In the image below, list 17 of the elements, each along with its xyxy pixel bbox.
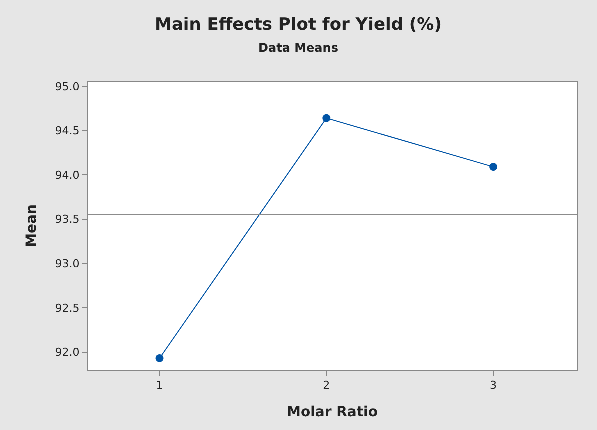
point bbox=[156, 354, 164, 362]
chart-subtitle: Data Means bbox=[258, 41, 338, 56]
y-tick-label: 93.5 bbox=[55, 213, 80, 226]
point bbox=[490, 163, 498, 172]
y-tick-label: 94.0 bbox=[55, 168, 80, 182]
y-tick-label: 92.5 bbox=[55, 302, 80, 315]
y-tick-label: 92.0 bbox=[55, 346, 80, 360]
y-tick-label: 93.0 bbox=[55, 258, 80, 271]
y-axis-title: Mean bbox=[24, 204, 40, 248]
x-tick-label: 2 bbox=[323, 379, 330, 392]
y-tick-label: 95.0 bbox=[55, 80, 80, 94]
x-tick-label: 3 bbox=[490, 379, 498, 392]
x-axis-title: Molar Ratio bbox=[287, 404, 378, 420]
point bbox=[322, 114, 331, 122]
x-tick-label: 1 bbox=[156, 379, 164, 392]
y-tick-label: 94.5 bbox=[55, 124, 80, 138]
chart-title: Main Effects Plot for Yield (%) bbox=[155, 15, 442, 36]
